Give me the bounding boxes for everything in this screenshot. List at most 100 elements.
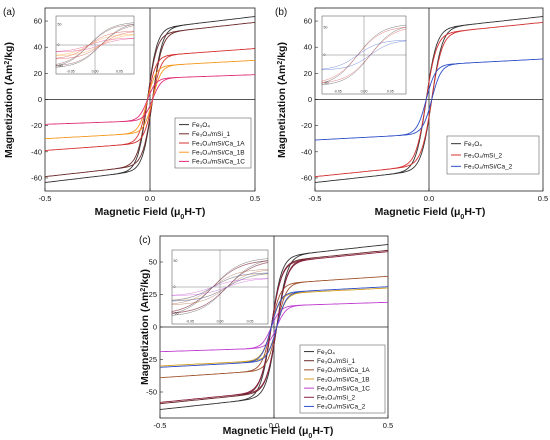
inset-x-tick-label: -0.05 [67,70,75,74]
inset-curve-Fe3O4/mSi/Ca_1C [171,278,269,296]
inset-chart: -0.05 0.00 0.05 50 0 -50 [321,15,407,95]
inset-y-tick-label: 50 [58,22,62,26]
inset-y-tick-label: -50 [58,64,63,68]
inset-curve-Fe3O4/mSi/Ca_1C [55,38,135,52]
x-tick-label: 0.5 [383,421,393,430]
inset-y-tick-label: 0 [174,285,176,289]
inset-y-tick-label: -50 [174,312,179,316]
inset-x-tick-label: -0.05 [334,90,342,94]
inset-x-tick-label: 0.00 [92,70,99,74]
inset-curve-Fe3O4/mSi/Ca_1B [55,34,135,56]
legend-frame [446,135,540,175]
x-axis-title: Magnetic Field (μ0H-T) [375,206,486,221]
y-tick-label: -20 [301,121,312,130]
y-tick-label: -25 [146,355,157,364]
inset-y-tick-label: 0 [58,43,60,47]
legend-label: Fe₃O₄/mSi/Ca_2 [464,164,513,171]
legend: Fe₃O₄ Fe₃O₄/mSi_1 Fe₃O₄/mSi/Ca_1A Fe₃O₄/mSi… [174,117,252,169]
inset-x-tick-label: 0.05 [116,70,123,74]
legend: Fe₃O₄ Fe₃O₄/mSi_1 Fe₃O₄/mSi/Ca_1A Fe₃O₄/mSi… [299,344,386,414]
x-tick-label: -0.5 [39,194,52,203]
inset-curve-Fe3O4/mSi/Ca_2 [321,40,407,71]
legend-label: Fe₃O₄/mSi/Ca_1A [317,367,370,374]
inset-curve-Fe3O4 [171,258,269,316]
x-tick-label: 0.0 [145,194,155,203]
legend-label: Fe₃O₄/mSi/Ca_1A [192,140,245,147]
inset-y-tick-label: 0 [324,53,326,57]
y-tick-label: 20 [34,69,42,78]
inset-x-tick-label: 0.00 [217,320,224,324]
y-tick-label: -50 [146,388,157,397]
series-curve-Fe3O4 [44,16,256,183]
chart-panel-3: (c) 50 25 0 -25 -50 -0.5 0.0 0.5 Magnetic Field (… [139,235,393,440]
inset-curve-Fe3O4/mSi/Ca_1A [55,31,135,59]
y-tick-label: 0 [153,323,157,332]
legend-label: Fe₃O₄/mSi_2 [317,395,356,402]
legend-label: Fe₃O₄ [464,141,482,148]
y-tick-label: -40 [31,147,42,156]
x-tick-label: 0.5 [250,194,260,203]
inset-y-tick-label: 50 [174,259,178,263]
legend-label: Fe₃O₄/mSi/Ca_2 [317,404,366,411]
x-tick-label: 0.0 [269,421,279,430]
series-curve-Fe3O4 [159,244,389,410]
x-axis-title: Magnetic Field (μ0H-T) [223,425,334,440]
x-tick-label: 0.5 [538,194,548,203]
legend-label: Fe₃O₄/mSi_2 [464,152,503,159]
inset-y-tick-label: 50 [324,25,328,29]
legend-label: Fe₃O₄ [192,122,210,129]
series-curve-Fe3O4/mSi/Ca_1C [159,301,389,353]
series-curve-Fe3O4/mSi/Ca_1B [159,287,389,367]
series-curve-Fe3O4/mSi/Ca_1A [159,275,389,379]
series-curve-Fe3O4/mSi_1 [159,249,389,405]
inset-x-tick-label: 0.00 [361,90,368,94]
x-tick-label: -0.5 [309,194,322,203]
legend-label: Fe₃O₄/mSi/Ca_1B [317,376,370,383]
inset-curve-Fe3O4/mSi/Ca_1A [171,269,269,305]
series-curve-Fe3O4/mSi/Ca_1B [44,59,256,140]
series-curve-Fe3O4/mSi_2 [159,251,389,403]
inset-y-tick-label: -50 [324,81,329,85]
legend-label: Fe₃O₄/mSi_1 [192,131,231,138]
y-tick-label: -60 [31,173,42,182]
inset-x-tick-label: 0.05 [247,320,254,324]
series-curve-Fe3O4 [314,16,544,183]
legend-label: Fe₃O₄/mSi_1 [317,358,356,365]
y-axis-title: Magnetization (Am2/kg) [276,42,288,158]
chart-panel-1: (a) 60 40 20 0 -20 -40 -60 -0.5 0.0 0.5 Magnetic Fi… [3,7,260,221]
legend-label: Fe₃O₄/mSi/Ca_1C [317,385,370,392]
chart-panel-2: (b) 60 40 20 0 -20 -40 -60 -0.5 0.0 0.5 Magnetic Fi… [275,7,548,221]
series-curve-Fe3O4/mSi/Ca_2 [159,286,389,368]
series-curve-Fe3O4/mSi/Ca_1C [45,74,255,125]
y-tick-label: 25 [149,290,157,299]
series-curve-Fe3O4/mSi/Ca_1A [44,48,256,151]
panel-label: (b) [275,7,287,18]
y-tick-label: -60 [301,173,312,182]
y-tick-label: -20 [31,121,42,130]
y-tick-label: 0 [38,95,42,104]
y-tick-label: 20 [304,69,312,78]
inset-curve-Fe3O4 [321,24,407,86]
inset-x-tick-label: 0.05 [387,90,394,94]
series-curve-Fe3O4/mSi_2 [314,21,544,178]
inset-curve-Fe3O4 [55,22,135,68]
legend: Fe₃O₄ Fe₃O₄/mSi_2 Fe₃O₄/mSi/Ca_2 [446,135,540,175]
legend-frame [299,344,386,414]
inset-curve-Fe3O4/mSi_2 [321,27,407,84]
x-tick-label: -0.5 [154,421,167,430]
inset-chart: -0.05 0.00 0.05 50 0 -50 [171,249,269,325]
y-tick-label: 0 [308,95,312,104]
legend-frame [174,117,252,169]
y-tick-label: 50 [149,258,157,267]
panel-label: (c) [139,235,151,246]
y-tick-label: -40 [301,147,312,156]
x-axis-title: Magnetic Field (μ0H-T) [95,206,206,221]
panel-label: (a) [3,7,15,18]
y-tick-label: 60 [304,17,312,26]
y-axis-title: Magnetization (Am2/kg) [139,269,151,385]
y-tick-label: 60 [34,17,42,26]
inset-curve-Fe3O4/mSi/Ca_2 [171,272,269,302]
series-curve-Fe3O4/mSi/Ca_2 [314,58,544,141]
